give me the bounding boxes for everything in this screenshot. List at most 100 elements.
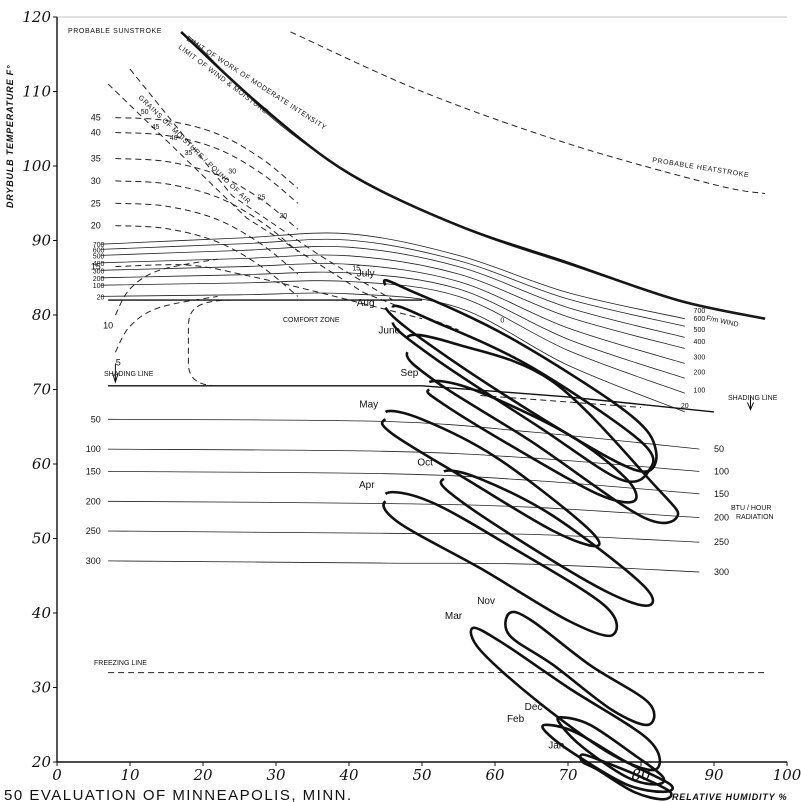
radiation-line <box>108 471 700 495</box>
comfort-zone-boundary <box>187 299 233 387</box>
month-loop-july <box>382 279 658 473</box>
x-tick-label: 20 <box>192 766 213 784</box>
moisture-curve <box>115 117 299 189</box>
radiation-line <box>108 560 700 573</box>
shading-line-label-right: SHADING LINE <box>728 395 778 402</box>
x-tick-label: 60 <box>485 766 505 784</box>
y-tick-label: 120 <box>22 8 51 26</box>
shading-line <box>108 385 715 413</box>
background-lines <box>100 30 766 674</box>
moisture-inner-label: 45 <box>152 124 160 131</box>
moisture-curve-label: 20 <box>91 221 101 231</box>
wind-line-label-left: 500 <box>93 253 105 260</box>
wind-line-label-left: 20 <box>97 294 105 301</box>
wind-line <box>100 254 685 349</box>
month-loop-jan <box>579 753 673 801</box>
moisture-curve <box>115 202 299 275</box>
chart-labels: 0 10 20 30 40 50 60 70 80 90 100203040506070809010… <box>22 8 801 784</box>
month-loop-feb <box>541 723 674 794</box>
moisture-curve-label: 45 <box>91 113 101 123</box>
radiation-line-label-right: 50 <box>714 444 724 454</box>
wind-line-label-right: 20 <box>681 403 689 410</box>
month-loop-apr <box>382 490 619 638</box>
y-tick-label: 90 <box>32 232 52 250</box>
moisture-curve <box>115 180 299 253</box>
moisture-inner-label: 0 <box>500 317 504 324</box>
month-label-apr: Apr <box>359 480 375 491</box>
moisture-curve <box>115 158 299 230</box>
wind-line-label-right: 600 <box>694 316 706 323</box>
heatstroke-curve <box>290 31 766 195</box>
sunstroke-label: PROBABLE SUNSTROKE <box>68 28 162 35</box>
y-tick-label: 30 <box>32 679 52 697</box>
wind-line-label-left: 400 <box>93 261 105 268</box>
wind-line <box>100 271 685 379</box>
figure-title: 50 EVALUATION OF MINNEAPOLIS, MINN. <box>4 787 353 802</box>
wind-line <box>100 238 685 327</box>
shading-arrowhead-right <box>747 402 754 411</box>
radiation-line-label-left: 150 <box>86 466 101 476</box>
month-loop-nov <box>504 610 656 727</box>
month-loop-aug <box>391 304 655 484</box>
radiation-unit-label-1: BTU / HOUR <box>731 505 771 512</box>
x-axis-title: RELATIVE HUMIDITY % <box>672 792 787 802</box>
x-tick-label: 100 <box>773 766 801 784</box>
x-tick-label: 10 <box>120 766 140 784</box>
plot-frame <box>53 16 788 766</box>
y-axis-title: DRYBULB TEMPERATURE F° <box>5 65 15 208</box>
y-tick-label: 70 <box>32 381 52 399</box>
y-tick-label: 50 <box>32 530 52 548</box>
month-label-feb: Feb <box>507 714 525 725</box>
wind-line-label-left: 300 <box>93 268 105 275</box>
moisture-curve <box>114 258 218 316</box>
moisture-curve <box>115 225 299 297</box>
radiation-line-label-right: 150 <box>714 489 729 499</box>
radiation-line-label-right: 250 <box>714 537 729 547</box>
moisture-curve-label: 25 <box>91 198 101 208</box>
month-loop-sep <box>426 379 638 504</box>
moisture-curve-label: 10 <box>103 320 113 330</box>
y-tick-label: 60 <box>32 455 52 473</box>
month-label-july: July <box>357 268 375 279</box>
month-label-mar: Mar <box>445 611 463 622</box>
shading-arrowhead-left <box>111 372 119 384</box>
moisture-curve-label: 35 <box>91 154 101 164</box>
wind-line-label-right: 500 <box>694 327 706 334</box>
moisture-curve <box>114 295 218 353</box>
wind-line-label-left: 200 <box>93 276 105 283</box>
month-label-oct: Oct <box>417 457 433 468</box>
month-label-may: May <box>359 399 378 410</box>
x-tick-label: 0 <box>52 766 62 784</box>
moisture-curve-label: 5 <box>116 358 121 368</box>
moisture-inner-label: 15 <box>352 265 360 272</box>
moisture-curve-label: 40 <box>91 127 101 137</box>
radiation-line-label-left: 300 <box>86 556 101 566</box>
radiation-line-label-left: 50 <box>91 414 101 424</box>
saturation-line-2 <box>129 68 394 301</box>
y-tick-label: 40 <box>31 604 52 622</box>
moisture-curve <box>115 264 423 320</box>
wind-line <box>100 280 685 394</box>
radiation-line-label-left: 250 <box>86 526 101 536</box>
freezing-line-label: FREEZING LINE <box>94 660 147 667</box>
y-tick-label: 80 <box>32 306 52 324</box>
shading-line-label-left: SHADING LINE <box>104 371 154 378</box>
radiation-line <box>108 500 700 518</box>
month-label-june: June <box>378 326 400 337</box>
wind-line-label-right: 300 <box>694 355 706 362</box>
wind-line-label-left: 600 <box>93 247 105 254</box>
wind-line <box>100 292 685 413</box>
moisture-inner-label: 20 <box>279 213 287 220</box>
month-loop-oct <box>439 469 655 607</box>
wind-line <box>100 232 685 320</box>
month-label-jan: Jan <box>548 741 564 752</box>
month-label-dec: Dec <box>525 702 543 713</box>
moisture-inner-label: 40 <box>170 135 178 142</box>
month-label-aug: Aug <box>357 298 375 309</box>
moisture-inner-label: 35 <box>185 150 193 157</box>
x-tick-label: 90 <box>704 766 724 784</box>
wind-line-label-left: 100 <box>93 283 105 290</box>
